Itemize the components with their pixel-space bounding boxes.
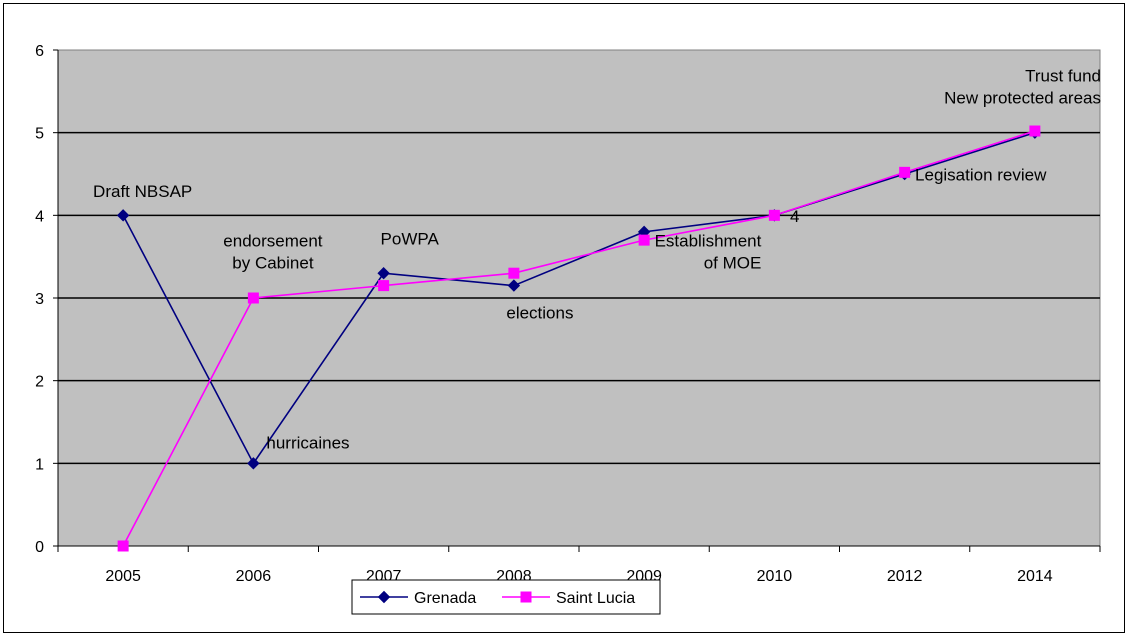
data-point [507, 279, 521, 292]
series-layer [116, 125, 1042, 552]
y-tick-label: 3 [35, 291, 44, 308]
x-axis-ticks: 2005 2006 2007 2008 2009 2010 2012 2014 [57, 546, 1101, 585]
series-line [122, 130, 1036, 547]
annotation-four: 4 [790, 207, 799, 226]
x-tick-label: 2006 [236, 568, 272, 585]
y-tick-label: 4 [35, 208, 44, 225]
legend-marker [520, 591, 532, 603]
legend: Grenada Saint Lucia [351, 579, 661, 615]
annotations: Draft NBSAP endorsement by Cabinet hurricai… [93, 66, 1101, 452]
legend-label: Grenada [414, 590, 476, 607]
series-saint-lucia [117, 125, 1041, 552]
data-point [378, 280, 390, 292]
data-point [247, 292, 259, 304]
data-point [117, 540, 129, 552]
x-tick-label: 2012 [887, 568, 923, 585]
annotation-draft: Draft NBSAP [93, 182, 192, 201]
y-tick-label: 1 [35, 456, 44, 473]
legend-label: Saint Lucia [556, 590, 635, 607]
annotation-elections: elections [506, 304, 573, 323]
annotation-moe: of MOE [704, 254, 762, 273]
y-tick-label: 0 [35, 539, 44, 556]
y-tick-label: 6 [35, 43, 44, 60]
data-point [638, 234, 650, 246]
y-tick-label: 5 [35, 126, 44, 143]
legend-marker [377, 590, 391, 604]
annotation-legis: Legisation review [915, 166, 1047, 185]
data-point [116, 209, 130, 222]
annotation-trust: Trust fund [1025, 66, 1101, 85]
data-point [1029, 125, 1041, 137]
gridlines [58, 131, 1100, 465]
data-point [508, 267, 520, 279]
x-tick-label: 2005 [105, 568, 141, 585]
y-axis-ticks: 0 1 2 3 4 5 6 [35, 43, 58, 556]
x-tick-label: 2014 [1017, 568, 1053, 585]
annotation-trust: New protected areas [944, 88, 1101, 107]
data-point [377, 266, 390, 280]
data-point [768, 209, 780, 221]
y-tick-label: 2 [35, 374, 44, 391]
annotation-endorse: endorsement [223, 232, 323, 251]
data-point [899, 166, 911, 178]
series-line [122, 131, 1036, 465]
data-point [247, 457, 260, 470]
annotation-powpa: PoWPA [381, 229, 440, 248]
annotation-endorse: by Cabinet [232, 254, 314, 273]
annotation-moe: Establishment [655, 232, 762, 251]
x-tick-label: 2010 [757, 568, 793, 585]
annotation-hurricanes: hurricaines [266, 433, 349, 452]
